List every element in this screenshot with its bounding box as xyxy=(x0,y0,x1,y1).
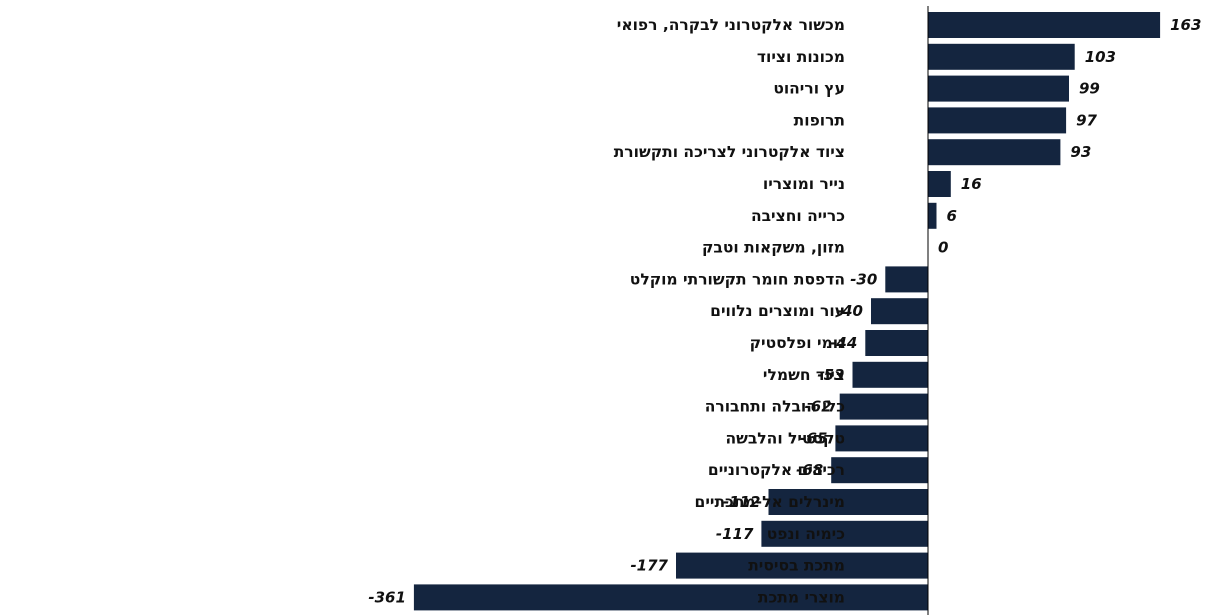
data-label: -117 xyxy=(716,525,754,543)
bar xyxy=(761,520,928,547)
category-label: עץ וריהוט xyxy=(773,80,845,98)
data-label: 93 xyxy=(1070,143,1091,161)
data-label: -361 xyxy=(368,588,406,606)
bar xyxy=(871,298,928,325)
bar xyxy=(413,584,928,611)
category-label: מכונות וציוד xyxy=(757,48,845,66)
category-label: מכשור אלקטרוני לבקרה, רפואי xyxy=(617,16,845,34)
bar xyxy=(928,12,1161,38)
data-label: 103 xyxy=(1085,48,1116,66)
category-label: מוצרי מתכת xyxy=(758,588,845,606)
category-label: נייר ומוצריו xyxy=(763,175,845,193)
bar xyxy=(928,139,1061,166)
data-label: -177 xyxy=(630,557,668,575)
data-label: 0 xyxy=(938,239,948,257)
category-label: ציוד חשמלי xyxy=(763,366,845,384)
category-label: מינרלים אל-מתכתיים xyxy=(695,493,845,511)
bar xyxy=(835,425,928,452)
bar xyxy=(839,393,928,420)
category-label: כרייה וחציבה xyxy=(751,207,845,225)
data-label: -62 xyxy=(805,398,832,416)
data-label: 99 xyxy=(1079,80,1100,98)
data-label: -112 xyxy=(723,493,761,511)
category-label: מזון, משקאות וטבק xyxy=(702,239,845,257)
data-label: 97 xyxy=(1076,111,1097,129)
category-label: ציוד אלקטרוני לצריכה ותקשורת xyxy=(614,143,845,161)
category-label: מתכת בסיסית xyxy=(748,557,845,575)
bar xyxy=(928,43,1075,70)
category-label: כימיה ונפט xyxy=(767,525,845,543)
data-label: -65 xyxy=(800,429,827,447)
bars-layer xyxy=(413,12,1161,611)
bar xyxy=(928,107,1067,134)
data-label: -53 xyxy=(817,366,844,384)
category-label: תרופות xyxy=(794,111,845,129)
data-label: -40 xyxy=(836,302,863,320)
data-label: 6 xyxy=(947,207,957,225)
category-label: גומי ופלסטיק xyxy=(750,334,845,352)
bar xyxy=(768,489,928,515)
bar xyxy=(885,266,928,293)
category-label: טקסטיל והלבשה xyxy=(725,429,845,447)
category-label: הדפסת חומר תקשורתי מוקלט xyxy=(630,270,845,288)
category-label: כלי הובלה ותחבורה xyxy=(705,398,845,416)
data-label: -44 xyxy=(830,334,857,352)
bar xyxy=(928,202,937,229)
category-label: עור ומוצרים נלווים xyxy=(710,302,845,320)
data-label: -30 xyxy=(850,270,877,288)
bar xyxy=(852,361,928,388)
data-label: -68 xyxy=(796,461,823,479)
value-labels-layer: 163 103 99 97 93 166 0 -30 -40 -44 -53 -62 -65 -68 -11… xyxy=(368,16,1201,606)
bar xyxy=(928,75,1069,102)
bar xyxy=(865,330,928,356)
data-label: 163 xyxy=(1170,16,1201,34)
category-labels-layer: מכשור אלקטרוני לבקרה, רפואי מכונות וציוד ע… xyxy=(614,16,845,606)
data-label: 16 xyxy=(961,175,982,193)
bar xyxy=(928,171,951,197)
category-label: רכיבים אלקטרוניים xyxy=(708,461,845,479)
bar xyxy=(676,552,928,579)
bar xyxy=(831,457,928,484)
